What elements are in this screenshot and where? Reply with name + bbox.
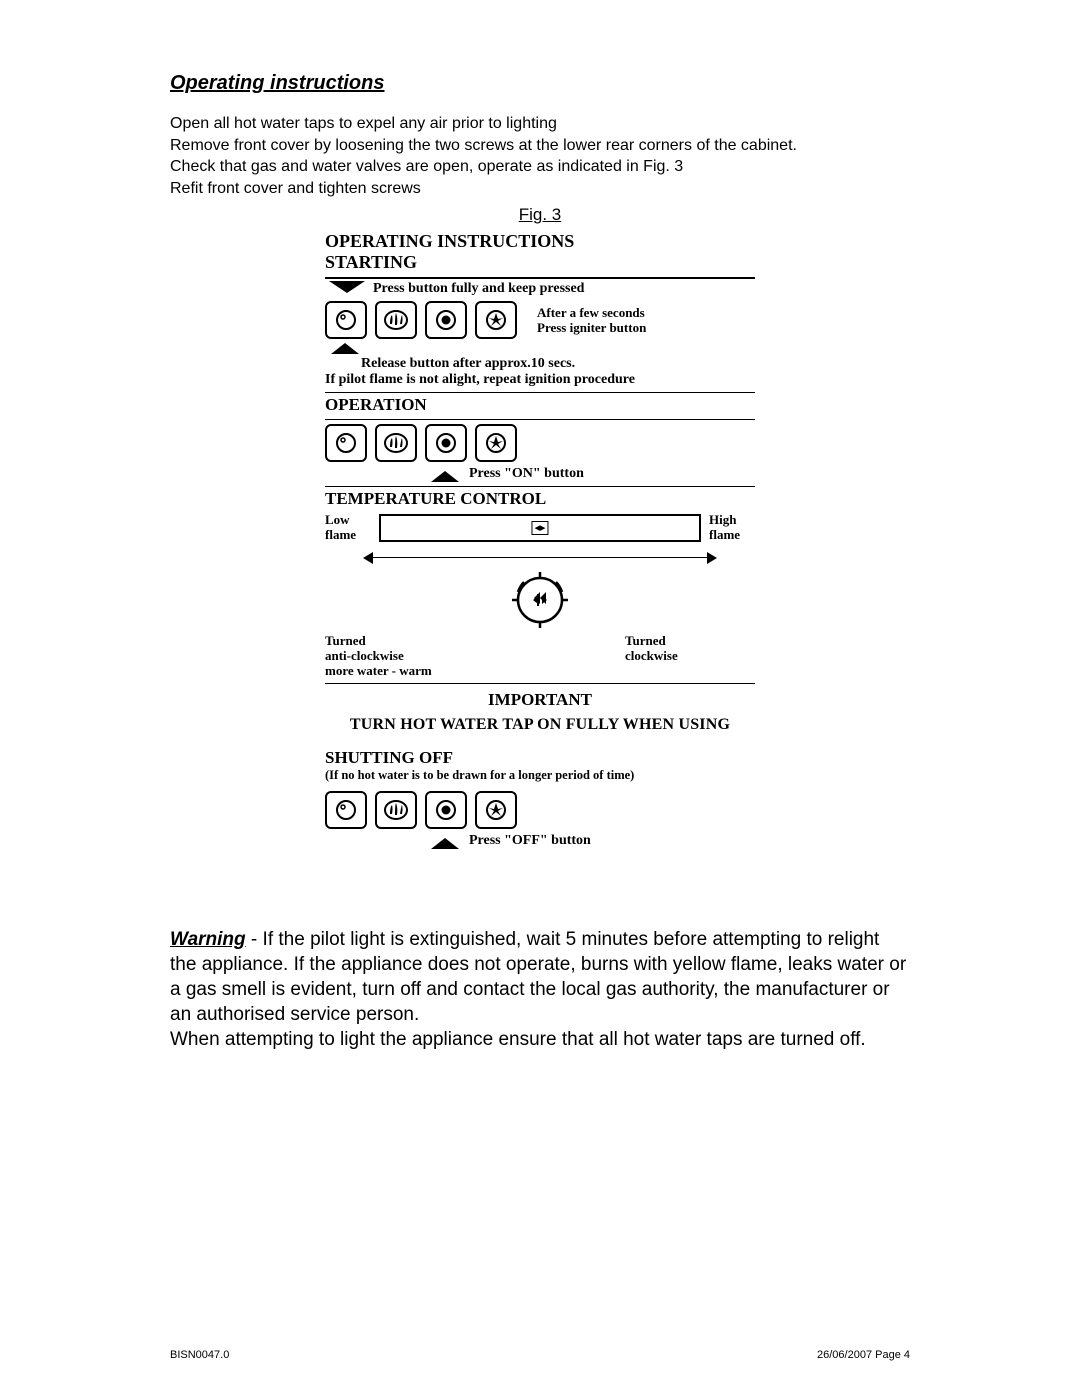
kt-l2: anti-clockwise: [325, 649, 455, 664]
temp-slider-row: Low flame ◂▸ High flame: [325, 513, 755, 542]
shutting-off-sub: (If no hot water is to be drawn for a lo…: [325, 768, 755, 783]
kt-r1: Turned: [625, 634, 755, 649]
shutting-off-heading: SHUTTING OFF: [325, 748, 755, 768]
after-line1: After a few seconds: [537, 305, 646, 321]
igniter-button-icon: [475, 424, 517, 462]
after-text: After a few seconds Press igniter button: [537, 305, 646, 336]
divider: [325, 419, 755, 420]
temp-control-heading: TEMPERATURE CONTROL: [325, 489, 755, 509]
flame-button-icon: [375, 301, 417, 339]
control-panel-row: [325, 424, 755, 462]
section-heading: Operating instructions: [170, 72, 910, 95]
pilot-button-icon: [325, 791, 367, 829]
low2: flame: [325, 528, 371, 542]
footer-doc-id: BISN0047.0: [170, 1349, 229, 1361]
kt-l3: more water - warm: [325, 664, 455, 679]
operation-heading: OPERATION: [325, 395, 755, 415]
high2: flame: [709, 528, 755, 542]
igniter-button-icon: [475, 791, 517, 829]
after-line2: Press igniter button: [537, 320, 646, 336]
release-line1: Release button after approx.10 secs.: [361, 356, 575, 372]
high1: High: [709, 513, 755, 527]
fig-title-1: OPERATING INSTRUCTIONS: [325, 231, 755, 252]
step1-text: Press button fully and keep pressed: [373, 281, 584, 297]
divider: [325, 683, 755, 684]
warning-body2: When attempting to light the appliance e…: [170, 1029, 866, 1050]
control-panel-row: [325, 791, 755, 829]
intro-line: Open all hot water taps to expel any air…: [170, 113, 910, 135]
pilot-button-icon: [325, 424, 367, 462]
intro-line: Refit front cover and tighten screws: [170, 178, 910, 200]
divider: [325, 392, 755, 393]
slider-knob-icon: ◂▸: [531, 521, 548, 535]
figure-caption: Fig. 3: [170, 205, 910, 225]
press-off-label: Press "OFF" button: [469, 833, 591, 849]
intro-line: Remove front cover by loosening the two …: [170, 135, 910, 157]
page: Operating instructions Open all hot wate…: [0, 0, 1080, 1397]
fig-title-2: STARTING: [325, 252, 755, 273]
warning-lead: Warning: [170, 929, 246, 950]
kt-r2: clockwise: [625, 649, 755, 664]
intro-block: Open all hot water taps to expel any air…: [170, 113, 910, 199]
igniter-button-icon: [475, 301, 517, 339]
kt-l1: Turned: [325, 634, 455, 649]
low1: Low: [325, 513, 371, 527]
intro-line: Check that gas and water valves are open…: [170, 156, 910, 178]
flame-button-icon: [375, 424, 417, 462]
footer-date-page: 26/06/2007 Page 4: [817, 1349, 910, 1361]
divider: [325, 486, 755, 487]
arrow-up-icon: [331, 343, 359, 354]
rotary-knob-icon: [500, 568, 580, 632]
on-button-icon: [425, 424, 467, 462]
divider: [325, 277, 755, 279]
turned-anticlockwise-label: Turned anti-clockwise more water - warm: [325, 634, 455, 679]
important-heading: IMPORTANT: [325, 690, 755, 710]
flame-slider: ◂▸: [379, 514, 701, 542]
control-panel-row: After a few seconds Press igniter button: [325, 301, 755, 339]
pilot-button-icon: [325, 301, 367, 339]
high-flame-label: High flame: [709, 513, 755, 542]
on-button-icon: [425, 791, 467, 829]
on-button-icon: [425, 301, 467, 339]
flame-button-icon: [375, 791, 417, 829]
arrow-up-icon: [431, 838, 459, 849]
page-footer: BISN0047.0 26/06/2007 Page 4: [170, 1349, 910, 1361]
low-flame-label: Low flame: [325, 513, 371, 542]
tap-instruction: TURN HOT WATER TAP ON FULLY WHEN USING: [325, 716, 755, 734]
arrow-up-icon: [431, 471, 459, 482]
double-arrow-icon: [365, 552, 715, 564]
turned-clockwise-label: Turned clockwise: [625, 634, 755, 664]
warning-paragraph: Warning - If the pilot light is extingui…: [170, 927, 910, 1052]
arrow-down-icon: [329, 281, 365, 293]
figure-3: OPERATING INSTRUCTIONS STARTING Press bu…: [325, 231, 755, 848]
knob-labels: Turned anti-clockwise more water - warm …: [325, 634, 755, 679]
release-line2: If pilot flame is not alight, repeat ign…: [325, 372, 755, 388]
press-on-label: Press "ON" button: [469, 466, 584, 482]
warning-body: - If the pilot light is extinguished, wa…: [170, 929, 906, 1025]
